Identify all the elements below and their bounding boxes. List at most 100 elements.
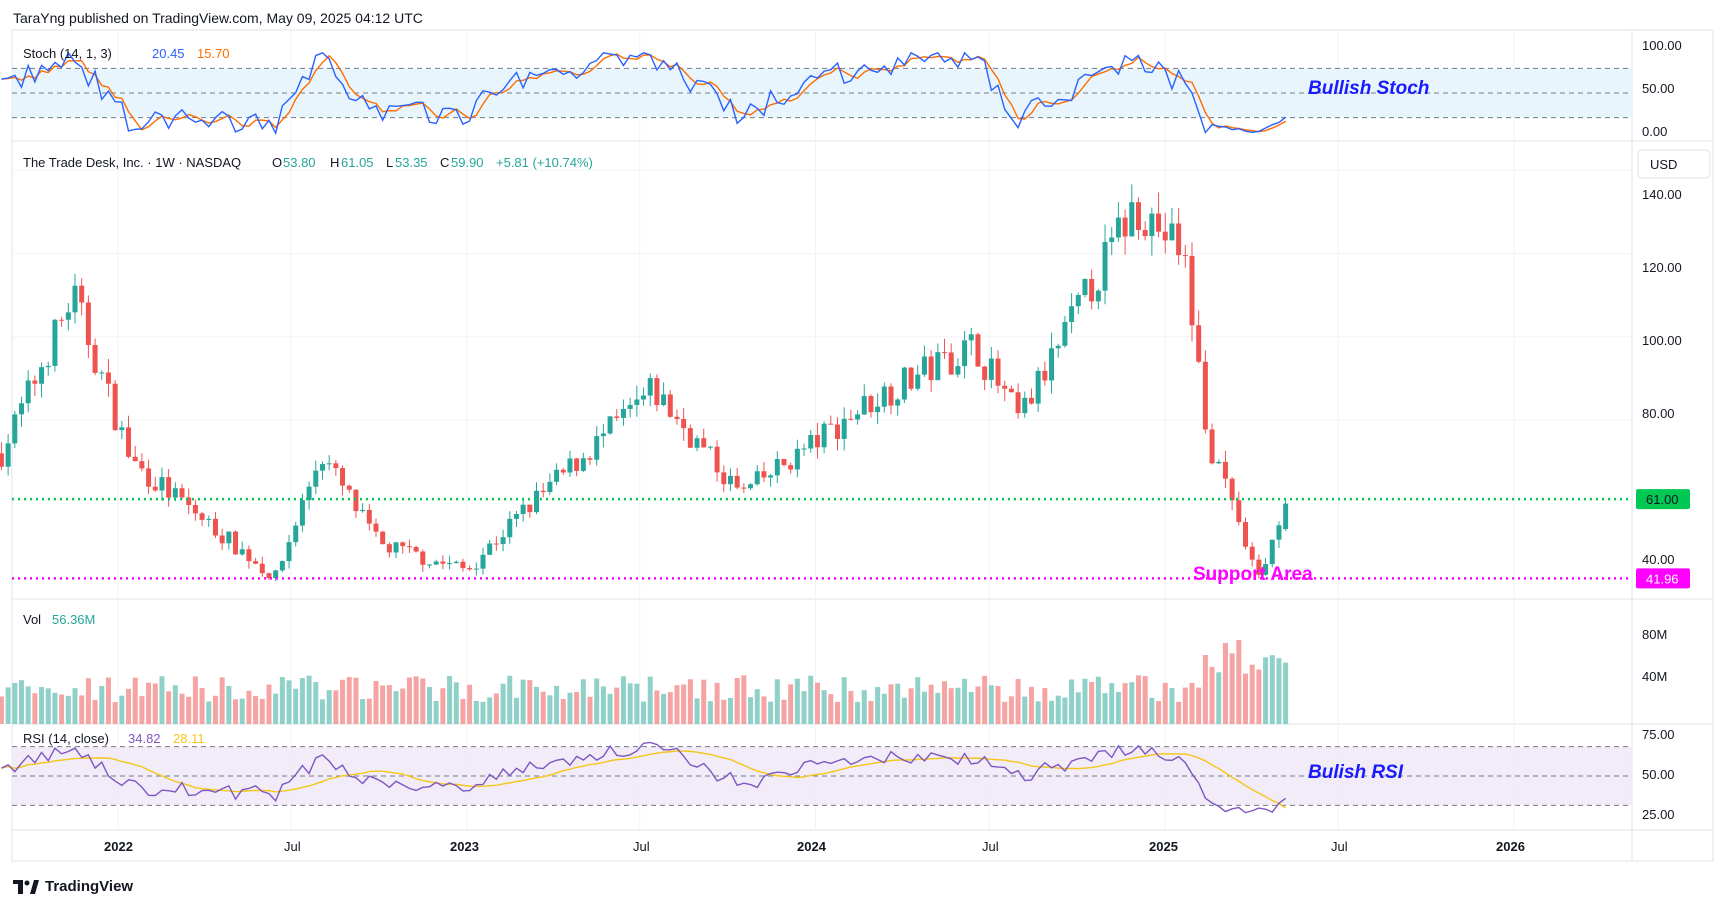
candle-body xyxy=(868,396,874,413)
candle-body xyxy=(105,372,111,384)
candle-body xyxy=(1142,230,1148,237)
tradingview-logo[interactable]: TradingView xyxy=(13,878,133,895)
volume-bar xyxy=(614,687,620,724)
candle-body xyxy=(393,542,399,553)
volume-bar xyxy=(313,682,319,724)
stoch-panel: Stoch (14, 1, 3) 20.45 15.70 Bullish Sto… xyxy=(1,38,1682,139)
candle-body xyxy=(1182,255,1188,257)
volume-bar xyxy=(1209,666,1215,724)
volume-bar xyxy=(841,677,847,724)
volume-bar xyxy=(279,677,285,724)
candle-body xyxy=(45,365,51,368)
candle-body xyxy=(353,489,359,512)
candle-body xyxy=(834,424,840,439)
candle-body xyxy=(246,549,252,562)
volume-bar xyxy=(554,685,560,724)
candle-body xyxy=(634,399,640,405)
candles xyxy=(0,184,1289,582)
candle-body xyxy=(875,406,881,413)
stoch-tick-100: 100.00 xyxy=(1642,38,1682,53)
candle-body xyxy=(694,438,700,448)
volume-bar xyxy=(186,696,192,724)
candle-body xyxy=(1283,503,1289,530)
volume-bar xyxy=(1202,654,1208,724)
candle-body xyxy=(5,443,11,467)
stoch-d-value: 15.70 xyxy=(197,46,230,61)
chart-canvas[interactable]: Stoch (14, 1, 3) 20.45 15.70 Bullish Sto… xyxy=(0,0,1727,870)
volume-bar xyxy=(681,684,687,724)
volume-bar xyxy=(239,698,245,724)
candle-body xyxy=(406,546,412,548)
volume-bar xyxy=(286,680,292,724)
candle-body xyxy=(360,509,366,512)
candle-body xyxy=(741,487,747,489)
volume-bar xyxy=(132,677,138,724)
volume-bar xyxy=(1109,683,1115,724)
rsi-ma-value: 28.11 xyxy=(173,731,205,746)
volume-bar xyxy=(687,679,693,724)
candle-body xyxy=(915,374,921,389)
volume-bar xyxy=(828,694,834,724)
volume-bar xyxy=(808,675,814,724)
volume-bar xyxy=(1035,701,1041,724)
ohlc-l-label: L xyxy=(386,155,393,170)
candle-body xyxy=(982,366,988,380)
volume-bar xyxy=(875,686,881,724)
rsi-panel: RSI (14, close) 34.82 28.11 Bulish RSI 7… xyxy=(1,727,1675,822)
candle-body xyxy=(1102,241,1108,291)
volume-bar xyxy=(901,697,907,724)
candle-body xyxy=(333,463,339,469)
candle-body xyxy=(768,475,774,478)
volume-bar xyxy=(1156,701,1162,724)
candle-body xyxy=(667,394,673,417)
candle-body xyxy=(614,416,620,418)
support-price-tag-text: 41.96 xyxy=(1646,571,1679,586)
rsi-tick-50: 50.00 xyxy=(1642,767,1675,782)
candle-body xyxy=(1015,392,1021,414)
candle-body xyxy=(881,386,887,407)
candle-body xyxy=(253,561,259,564)
candle-body xyxy=(861,396,867,415)
candle-body xyxy=(721,472,727,485)
candle-body xyxy=(206,518,212,520)
candle-body xyxy=(821,423,827,448)
volume-bar xyxy=(547,695,553,724)
volume-bar xyxy=(39,687,45,724)
volume-bar xyxy=(366,698,372,724)
volume-bar xyxy=(299,678,305,724)
ohlc-change: +5.81 (+10.74%) xyxy=(496,155,593,170)
candle-body xyxy=(313,470,319,487)
candle-body xyxy=(85,302,91,346)
volume-bar xyxy=(112,702,118,724)
volume-bar xyxy=(814,682,820,724)
volume-bar xyxy=(788,684,794,724)
candle-body xyxy=(172,488,178,498)
volume-bar xyxy=(748,697,754,724)
currency-button[interactable] xyxy=(1637,149,1711,179)
candle-body xyxy=(748,484,754,489)
volume-bar xyxy=(99,686,105,724)
support-price-tag xyxy=(1636,568,1690,589)
candle-body xyxy=(1243,522,1249,547)
candle-body xyxy=(1269,539,1275,565)
volume-bar xyxy=(1028,686,1034,724)
volume-bar xyxy=(942,681,948,724)
candle-body xyxy=(520,504,526,515)
candle-body xyxy=(92,345,98,373)
candle-body xyxy=(259,563,265,574)
panel-frame xyxy=(11,29,1714,862)
candle-body xyxy=(1202,361,1208,430)
candle-body xyxy=(1156,213,1162,232)
volume-bar xyxy=(273,693,279,724)
candle-body xyxy=(132,456,138,462)
resistance-price-tag xyxy=(1636,489,1690,510)
ohlc-o-label: O xyxy=(272,155,282,170)
volume-bar xyxy=(1256,669,1262,724)
candle-body xyxy=(279,561,285,571)
volume-bar xyxy=(620,676,626,724)
candle-body xyxy=(560,469,566,473)
volume-bar xyxy=(727,697,733,724)
volume-bar xyxy=(1095,676,1101,724)
candle-body xyxy=(340,468,346,486)
candle-body xyxy=(567,458,573,473)
